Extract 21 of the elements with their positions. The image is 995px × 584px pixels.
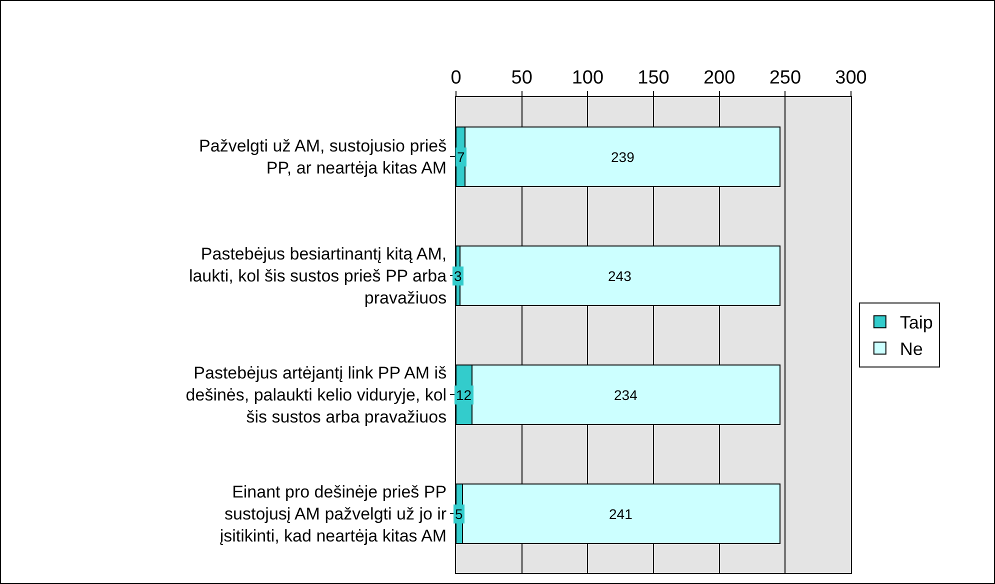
x-tick-label: 250: [769, 67, 802, 88]
data-label: 234: [614, 387, 638, 403]
data-label: 239: [611, 149, 635, 165]
data-label: 12: [456, 387, 472, 403]
x-tick-label: 0: [450, 67, 462, 88]
data-label: 7: [457, 149, 465, 165]
x-tick-label: 100: [572, 67, 604, 88]
data-label: 3: [454, 268, 462, 284]
x-tick-label: 150: [638, 67, 670, 88]
x-tick-label: 300: [835, 67, 867, 88]
data-label: 5: [455, 506, 463, 522]
data-label: 243: [608, 268, 632, 284]
y-tick-label: Pastebėjus besiartinantį kitą AM, laukti, kol šis sustos prieš PP arba pravažiuos: [188, 244, 448, 308]
y-tick-label: Einant pro dešinėje prieš PP sustojusį AM pažvelgti už jo ir įsitikinti, kad neartėja kitas AM: [220, 482, 447, 546]
y-tick-label: Pastebėjus artėjantį link PP AM iš dešinės, palaukti kelio viduryje, kol šis sustos arba pravažiuos: [186, 363, 447, 427]
data-label: 241: [609, 506, 633, 522]
x-tick-label: 200: [703, 67, 736, 88]
y-tick-label: Pažvelgti už AM, sustojusio prieš PP, ar neartėja kitas AM: [199, 136, 447, 178]
legend-label: Taip: [900, 312, 933, 333]
x-tick-label: 50: [511, 67, 532, 88]
legend-label: Ne: [900, 339, 923, 360]
